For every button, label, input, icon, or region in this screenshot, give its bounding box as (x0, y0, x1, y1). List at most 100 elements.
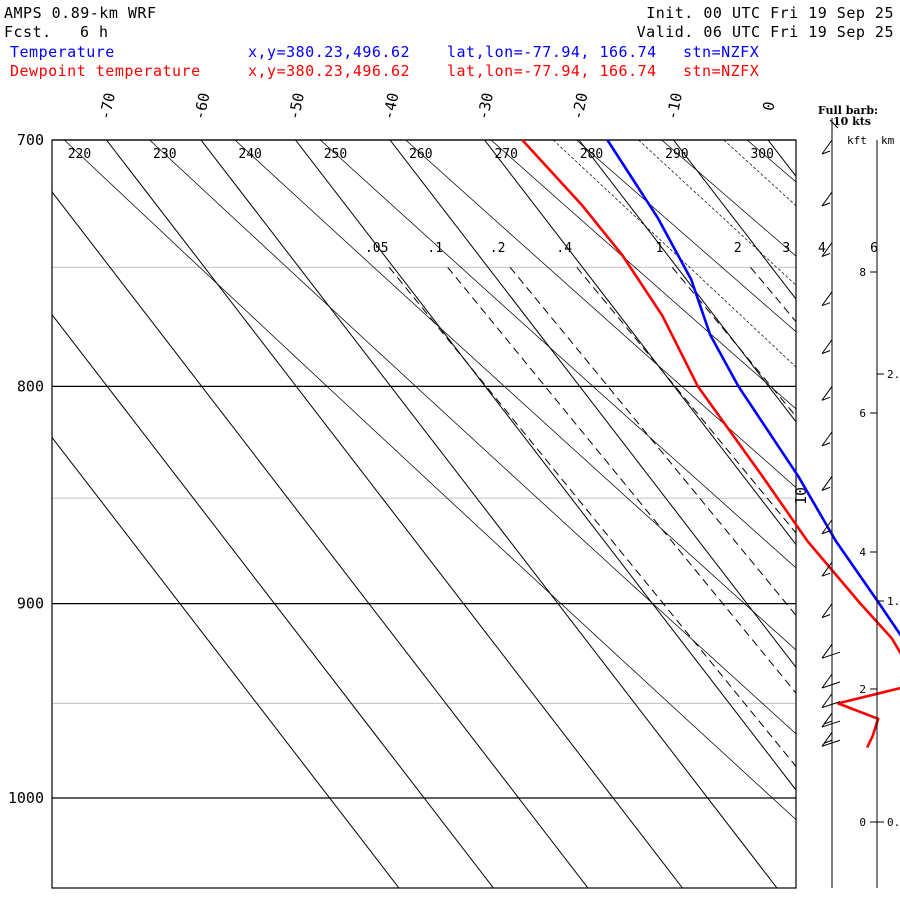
isotherm-line (863, 140, 900, 888)
dry-adiabat-label: 270 (494, 147, 517, 162)
dry-adiabat-line (576, 140, 796, 333)
dry-adiabat-line (490, 140, 796, 410)
mixing-ratio-label: 4 (818, 241, 826, 256)
mixing-ratio-label: .4 (556, 241, 572, 256)
kft-tick-label: 8 (859, 266, 866, 279)
temperature-station: stn=NZFX (683, 43, 760, 61)
kft-tick-label: 0 (859, 816, 866, 829)
temperature-tick-label: -10 (663, 91, 686, 121)
wind-barb-staff (821, 291, 833, 307)
init-time: Init. 00 UTC Fri 19 Sep 25 (646, 4, 894, 22)
kft-axis-label: kft (847, 134, 867, 147)
mixing-ratio-label: .1 (427, 241, 443, 256)
dry-adiabat-label: 230 (153, 147, 176, 162)
dewpoint-station: stn=NZFX (683, 62, 760, 80)
dry-adiabat-label: 260 (409, 147, 432, 162)
moist-adiabat-line (895, 140, 900, 884)
wind-barb-staff (821, 431, 833, 447)
dry-adiabat-line (64, 140, 796, 821)
isotherm-line (200, 140, 778, 888)
kft-tick-label: 4 (859, 546, 866, 559)
mixing-ratio-label: 3 (782, 241, 790, 256)
pressure-tick-label: 900 (17, 595, 44, 613)
isotherm-line (52, 191, 589, 888)
mixing-ratio-line (388, 266, 796, 768)
wind-barb-staff (821, 731, 833, 747)
wind-barb-flag (821, 681, 841, 689)
wind-barb (821, 242, 833, 257)
dry-adiabat-label: 220 (68, 147, 91, 162)
plot-area (52, 140, 900, 888)
mixing-ratio-line (887, 267, 900, 888)
temperature-latlon: lat,lon=-77.94, 166.74 (447, 43, 657, 61)
isotherm-line (673, 140, 796, 300)
wind-barb-staff (821, 139, 833, 155)
wind-barb (821, 476, 833, 491)
dry-adiabat-label: 280 (580, 147, 603, 162)
pressure-tick-label: 700 (17, 131, 44, 149)
temperature-tick-label: -60 (190, 91, 213, 121)
mixing-ratio-line (671, 266, 796, 418)
wind-barb-staff (821, 339, 833, 354)
wind-barb (821, 519, 833, 535)
wind-barb-flag (821, 739, 841, 747)
mixing-ratio-line (447, 266, 796, 694)
dry-adiabat-line (405, 140, 796, 489)
mixing-ratio-label: 2 (734, 241, 742, 256)
plot-frame (51, 139, 797, 889)
wind-barb-half-flag (823, 720, 833, 725)
mixing-ratio-line (835, 267, 900, 888)
km-axis-label: km (881, 134, 895, 147)
dry-adiabat-line (149, 140, 796, 735)
wind-barb (821, 431, 833, 447)
wind-barb-flag (821, 701, 841, 709)
wind-barb (821, 191, 833, 207)
wind-barb-half-flag (821, 530, 831, 535)
wind-barb-half-flag (821, 486, 831, 491)
moist-adiabat-line (638, 140, 796, 286)
mixing-ratio-line (799, 267, 900, 888)
wind-barb-flag (821, 720, 841, 728)
wind-barb-staff (821, 603, 833, 618)
moist-adiabat-line (552, 140, 796, 368)
pressure-tick-label: 800 (17, 377, 44, 395)
forecast-hour: 6 h (80, 23, 109, 41)
dewpoint-xy: x,y=380.23,496.62 (248, 62, 411, 80)
mixing-ratio-label: 1 (656, 241, 664, 256)
dewpoint-latlon: lat,lon=-77.94, 166.74 (447, 62, 657, 80)
mixing-ratio-label: .05 (365, 241, 388, 256)
isotherm-line (295, 140, 796, 791)
forecast-label: Fcst. (4, 23, 52, 41)
temperature-legend: Temperature (10, 43, 115, 61)
wind-barb (821, 139, 833, 155)
wind-barb (821, 339, 833, 355)
wind-barb-staff (821, 191, 833, 207)
dry-adiabat-line (320, 140, 796, 569)
wind-barb (821, 731, 841, 747)
temperature-tick-label: 0 (759, 100, 778, 113)
wind-barb-staff (821, 643, 833, 659)
kft-tick-label: 2 (859, 683, 866, 696)
wind-barb-staff (821, 561, 833, 577)
kft-tick-label: 6 (859, 407, 866, 420)
wind-barb (821, 561, 833, 577)
km-tick-label: 1. (887, 595, 900, 608)
isotherm-line (389, 140, 796, 669)
wind-barb-staff (821, 712, 833, 728)
km-tick-label: 2. (887, 368, 900, 381)
wind-barb (821, 603, 833, 619)
pressure-tick-label: 1000 (8, 789, 44, 807)
wind-barb-half-flag (823, 739, 833, 744)
temperature-tick-label: -20 (568, 91, 591, 121)
isotherm-line (52, 313, 494, 888)
wind-barb-half-flag (821, 614, 831, 619)
mixing-ratio-line (509, 266, 796, 617)
full-barb-sample (829, 119, 839, 129)
wind-barb-staff (821, 673, 833, 689)
full-barb-label: Full barb: (818, 104, 878, 117)
temperature-profile (606, 139, 900, 637)
temperature-tick-label: -40 (379, 91, 402, 121)
wind-barb-staff (821, 519, 833, 535)
dry-adiabat-label: 290 (665, 147, 688, 162)
